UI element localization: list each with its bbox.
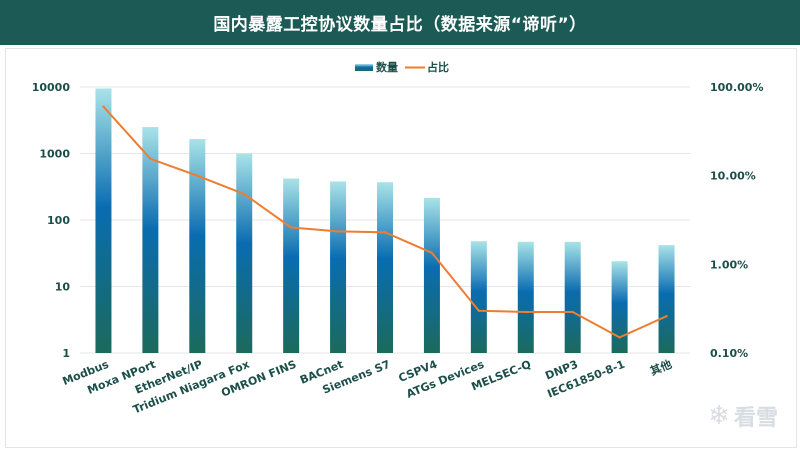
left-tick-label: 10 (55, 281, 71, 294)
bar-series (95, 88, 675, 353)
bar (658, 245, 675, 353)
line-series (102, 105, 668, 339)
line-point (336, 230, 340, 233)
grid-lines (80, 86, 690, 354)
line-point (289, 226, 293, 229)
line-point (196, 174, 199, 177)
snowflake-icon: ❄ (708, 401, 730, 431)
right-tick-label: 1.00% (710, 258, 748, 271)
line-point (477, 309, 481, 312)
bar (330, 181, 347, 353)
legend: 数量 占比 (355, 60, 449, 74)
right-tick-label: 0.10% (710, 347, 748, 360)
bar (611, 261, 628, 353)
left-tick-label: 100 (47, 214, 70, 227)
bar (517, 241, 534, 353)
bar (470, 241, 487, 353)
line-point (243, 192, 246, 196)
legend-line-label: 占比 (427, 60, 449, 74)
line-point (618, 336, 621, 339)
left-tick-label: 1 (62, 347, 70, 360)
bar (564, 241, 581, 353)
bar (189, 139, 206, 353)
line-point (149, 157, 152, 160)
bar (283, 178, 300, 353)
line-point (571, 310, 574, 314)
bar (423, 197, 440, 353)
right-tick-label: 10.00% (710, 170, 756, 183)
page-title: 国内暴露工控协议数量占比（数据来源“谛听”） (213, 15, 587, 35)
bar (236, 153, 253, 353)
x-tick-label: 其他 (648, 357, 674, 378)
right-tick-label: 100.00% (710, 81, 763, 94)
line-point (665, 315, 668, 318)
line-point (524, 310, 527, 314)
title-bar: 国内暴露工控协议数量占比（数据来源“谛听”） (0, 0, 800, 45)
line-point (383, 231, 387, 234)
bar (95, 88, 112, 353)
legend-bar-swatch (355, 64, 373, 71)
watermark: ❄ 看雪 (708, 400, 778, 432)
watermark-text: 看雪 (733, 406, 778, 431)
left-axis: 1 10 100 1000 10000 (32, 81, 71, 360)
bar (142, 127, 159, 353)
legend-bar-label: 数量 (376, 60, 398, 74)
line-point (102, 105, 105, 108)
left-tick-label: 1000 (39, 148, 70, 161)
right-axis: 0.10% 1.00% 10.00% 100.00% (710, 81, 763, 360)
left-tick-label: 10000 (32, 81, 71, 94)
line-point (430, 251, 434, 254)
bar (377, 182, 393, 353)
